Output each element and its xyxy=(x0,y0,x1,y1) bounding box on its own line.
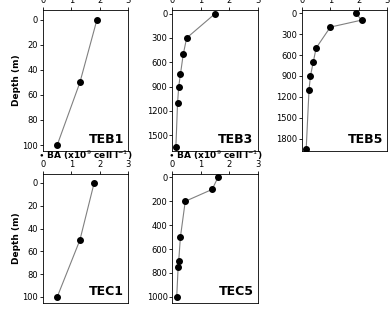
Y-axis label: Depth (m): Depth (m) xyxy=(12,213,21,264)
Text: TEB3: TEB3 xyxy=(218,133,253,146)
Y-axis label: Depth (m): Depth (m) xyxy=(12,55,21,106)
Text: TEB1: TEB1 xyxy=(88,133,124,146)
X-axis label: $\bullet$ BA (x10$^9$ cell l$^{-1}$): $\bullet$ BA (x10$^9$ cell l$^{-1}$) xyxy=(168,148,262,162)
Text: TEB5: TEB5 xyxy=(348,133,383,146)
Text: TEC1: TEC1 xyxy=(89,285,124,298)
X-axis label: $\bullet$ BA (x10$^9$ cell l$^{-1}$): $\bullet$ BA (x10$^9$ cell l$^{-1}$) xyxy=(38,148,133,162)
Text: TEC5: TEC5 xyxy=(219,285,253,298)
